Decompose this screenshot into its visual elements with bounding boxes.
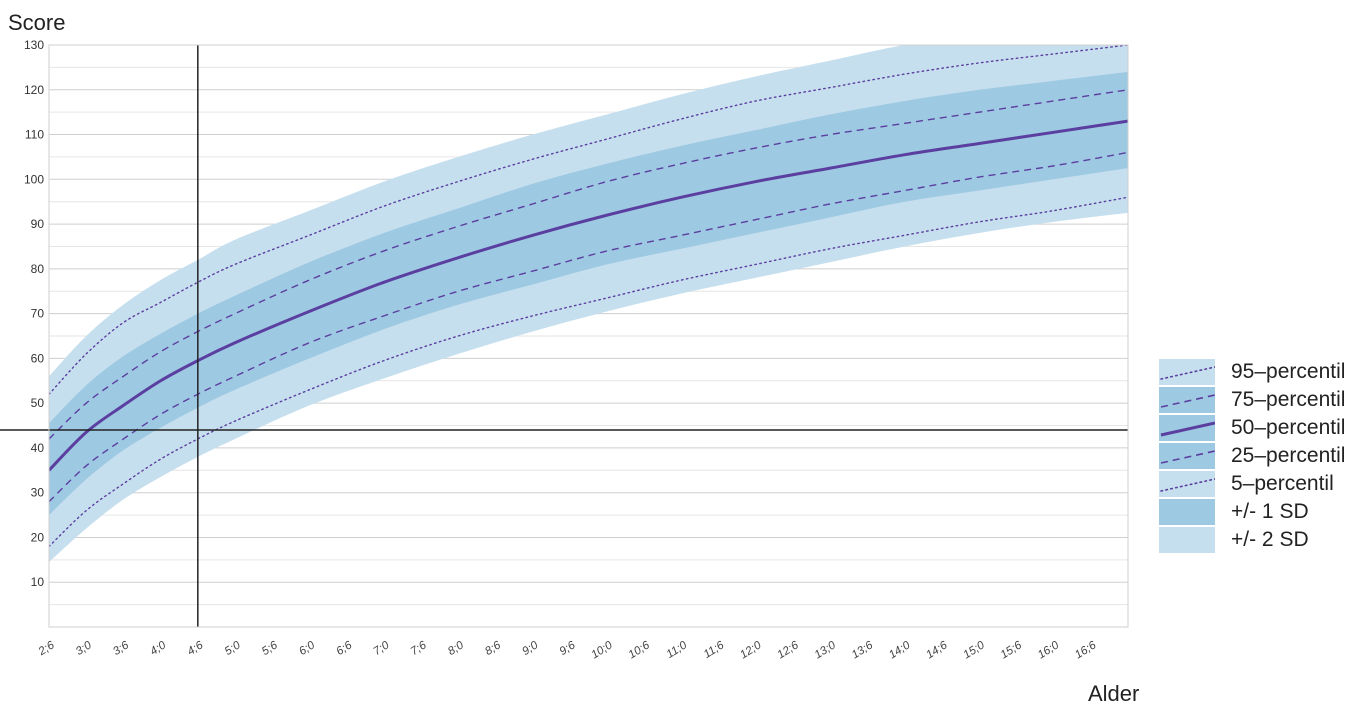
- x-tick-label: 11;6: [702, 639, 727, 661]
- legend-swatch: [1159, 443, 1215, 469]
- legend-label: 75–percentil: [1231, 388, 1346, 411]
- x-tick-label: 14;0: [887, 639, 913, 661]
- legend: 95–percentil 75–percentil 50–percentil 25–p…: [1159, 358, 1345, 554]
- legend-swatch: [1159, 471, 1215, 497]
- y-tick-label: 60: [31, 351, 45, 365]
- band-one-sd: [49, 71, 1128, 516]
- x-tick-label: 5;6: [260, 639, 280, 658]
- legend-label: 25–percentil: [1231, 444, 1346, 467]
- legend-swatch: [1159, 499, 1215, 525]
- x-tick-label: 12;0: [738, 639, 764, 661]
- series-line-50-percentil: [49, 119, 1128, 472]
- x-tick-label: 6;0: [297, 639, 317, 658]
- legend-label: +/- 2 SD: [1231, 528, 1309, 551]
- x-axis-title: Alder: [1088, 681, 1140, 706]
- y-tick-label: 130: [24, 38, 44, 52]
- y-tick-label: 100: [24, 172, 44, 186]
- y-tick-label: 90: [31, 217, 45, 231]
- y-tick-label: 50: [31, 396, 45, 410]
- legend-item: +/- 2 SD: [1159, 526, 1345, 554]
- series-line-25-percentil: [49, 151, 1128, 503]
- x-tick-label: 16;6: [1073, 639, 1099, 661]
- y-tick-label: 70: [31, 307, 45, 321]
- legend-swatch: [1159, 359, 1215, 385]
- y-tick-label: 30: [31, 486, 45, 500]
- legend-label: 95–percentil: [1231, 360, 1346, 383]
- x-tick-label: 15;0: [961, 639, 987, 661]
- x-tick-label: 3;6: [111, 639, 131, 658]
- x-tick-label: 8;6: [483, 639, 503, 658]
- legend-item: +/- 1 SD: [1159, 498, 1345, 526]
- legend-label: 5–percentil: [1231, 472, 1334, 495]
- x-tick-label: 4;0: [148, 639, 168, 658]
- x-tick-label: 2;6: [36, 639, 57, 658]
- legend-item: 25–percentil: [1159, 442, 1345, 470]
- legend-item: 50–percentil: [1159, 414, 1345, 442]
- x-tick-label: 8;0: [446, 639, 466, 658]
- x-tick-label: 5;0: [223, 639, 243, 658]
- series-line-5-percentil: [49, 196, 1128, 548]
- legend-item: 95–percentil: [1159, 358, 1345, 386]
- legend-swatch: [1159, 415, 1215, 441]
- x-tick-label: 9;0: [520, 639, 540, 658]
- x-tick-label: 13;6: [850, 639, 876, 661]
- plot-content: [49, 45, 1128, 563]
- y-axis-title: Score: [8, 10, 66, 35]
- legend-item: 5–percentil: [1159, 470, 1345, 498]
- x-tick-label: 14;6: [924, 639, 950, 661]
- x-tick-label: 10;6: [627, 639, 653, 661]
- x-tick-label: 7;6: [409, 639, 429, 658]
- y-tick-label: 80: [31, 262, 45, 276]
- x-tick-label: 16;0: [1036, 639, 1062, 661]
- series-line-75-percentil: [49, 89, 1128, 440]
- legend-label: +/- 1 SD: [1231, 500, 1309, 523]
- x-tick-label: 11;0: [664, 639, 689, 661]
- x-tick-label: 6;6: [334, 639, 354, 658]
- x-tick-label: 15;6: [999, 639, 1025, 661]
- legend-label: 50–percentil: [1231, 416, 1346, 439]
- x-tick-label: 13;0: [813, 639, 839, 661]
- y-tick-label: 110: [25, 128, 44, 142]
- legend-swatch: [1159, 527, 1215, 553]
- legend-item: 75–percentil: [1159, 386, 1345, 414]
- x-tick-label: 7;0: [372, 639, 392, 658]
- x-tick-label: 4;6: [185, 639, 205, 658]
- y-tick-label: 40: [31, 441, 45, 455]
- y-tick-label: 120: [24, 83, 44, 97]
- x-tick-label: 9;6: [558, 639, 578, 658]
- x-tick-label: 3;0: [74, 639, 94, 658]
- series-line-95-percentil: [49, 45, 1128, 395]
- legend-swatch: [1159, 387, 1215, 413]
- y-tick-label: 10: [31, 575, 45, 589]
- x-tick-label: 10;0: [589, 639, 615, 661]
- y-tick-label: 20: [31, 530, 45, 544]
- x-tick-label: 12;6: [775, 639, 801, 661]
- plot-border: [48, 44, 1129, 628]
